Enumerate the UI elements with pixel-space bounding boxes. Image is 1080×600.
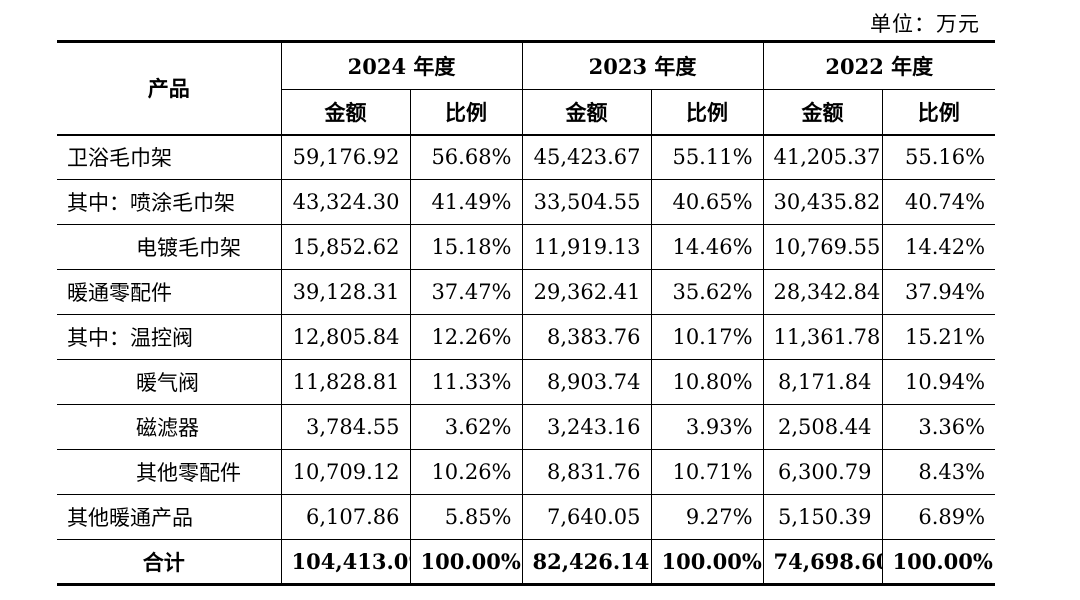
header-row-subcolumns: 金额 比例 金额 比例 金额 比例 — [57, 89, 996, 136]
total-value: 100.00% — [651, 539, 764, 585]
total-value: 100.00% — [882, 539, 996, 585]
cell-value: 41.49% — [410, 179, 523, 225]
cell-value: 3.62% — [410, 404, 523, 450]
total-value: 104,413.09 — [281, 539, 411, 585]
amount-header-2024: 金额 — [281, 89, 411, 136]
cell-value: 7,640.05 — [522, 494, 652, 540]
cell-value: 3,784.55 — [281, 404, 411, 450]
cell-value: 59,176.92 — [281, 134, 411, 180]
cell-value: 43,324.30 — [281, 179, 411, 225]
table-row: 卫浴毛巾架 59,176.92 56.68% 45,423.67 55.11% … — [57, 134, 996, 180]
ratio-header-2022: 比例 — [882, 89, 996, 136]
row-label: 其他零配件 — [57, 449, 282, 495]
cell-value: 9.27% — [651, 494, 764, 540]
cell-value: 12.26% — [410, 314, 523, 360]
cell-value: 33,504.55 — [522, 179, 652, 225]
table-row: 暖通零配件 39,128.31 37.47% 29,362.41 35.62% … — [57, 269, 996, 315]
product-column-header: 产品 — [57, 41, 282, 136]
cell-value: 8,383.76 — [522, 314, 652, 360]
table-row: 其中：喷涂毛巾架 43,324.30 41.49% 33,504.55 40.6… — [57, 179, 996, 225]
amount-header-2023: 金额 — [522, 89, 652, 136]
cell-value: 6,107.86 — [281, 494, 411, 540]
cell-value: 11.33% — [410, 359, 523, 405]
row-label: 其中：喷涂毛巾架 — [57, 179, 282, 225]
cell-value: 8.43% — [882, 449, 996, 495]
cell-value: 39,128.31 — [281, 269, 411, 315]
cell-value: 37.94% — [882, 269, 996, 315]
cell-value: 15,852.62 — [281, 224, 411, 270]
year-header-2024: 2024 年度 — [281, 41, 523, 90]
total-label: 合计 — [57, 539, 282, 585]
total-value: 100.00% — [410, 539, 523, 585]
total-value: 74,698.60 — [763, 539, 883, 585]
cell-value: 14.42% — [882, 224, 996, 270]
cell-value: 15.18% — [410, 224, 523, 270]
cell-value: 41,205.37 — [763, 134, 883, 180]
row-label: 磁滤器 — [57, 404, 282, 450]
table-row: 磁滤器 3,784.55 3.62% 3,243.16 3.93% 2,508.… — [57, 404, 996, 450]
cell-value: 2,508.44 — [763, 404, 883, 450]
table-row: 其他暖通产品 6,107.86 5.85% 7,640.05 9.27% 5,1… — [57, 494, 996, 540]
total-value: 82,426.14 — [522, 539, 652, 585]
year-header-2022: 2022 年度 — [763, 41, 996, 90]
row-label: 暖气阀 — [57, 359, 282, 405]
cell-value: 12,805.84 — [281, 314, 411, 360]
cell-value: 5.85% — [410, 494, 523, 540]
cell-value: 6,300.79 — [763, 449, 883, 495]
cell-value: 45,423.67 — [522, 134, 652, 180]
row-label: 其他暖通产品 — [57, 494, 282, 540]
cell-value: 3,243.16 — [522, 404, 652, 450]
cell-value: 55.11% — [651, 134, 764, 180]
cell-value: 35.62% — [651, 269, 764, 315]
table-row: 暖气阀 11,828.81 11.33% 8,903.74 10.80% 8,1… — [57, 359, 996, 405]
cell-value: 40.74% — [882, 179, 996, 225]
row-label: 电镀毛巾架 — [57, 224, 282, 270]
cell-value: 10,709.12 — [281, 449, 411, 495]
cell-value: 3.36% — [882, 404, 996, 450]
ratio-header-2024: 比例 — [410, 89, 523, 136]
table-row: 其他零配件 10,709.12 10.26% 8,831.76 10.71% 6… — [57, 449, 996, 495]
year-header-2023: 2023 年度 — [522, 41, 764, 90]
header-row-years: 产品 2024 年度 2023 年度 2022 年度 — [57, 41, 996, 136]
cell-value: 40.65% — [651, 179, 764, 225]
cell-value: 10.94% — [882, 359, 996, 405]
cell-value: 3.93% — [651, 404, 764, 450]
row-label: 卫浴毛巾架 — [57, 134, 282, 180]
cell-value: 6.89% — [882, 494, 996, 540]
cell-value: 30,435.82 — [763, 179, 883, 225]
cell-value: 10.80% — [651, 359, 764, 405]
row-label: 暖通零配件 — [57, 269, 282, 315]
ratio-header-2023: 比例 — [651, 89, 764, 136]
cell-value: 10.71% — [651, 449, 764, 495]
cell-value: 8,171.84 — [763, 359, 883, 405]
cell-value: 14.46% — [651, 224, 764, 270]
table-row: 电镀毛巾架 15,852.62 15.18% 11,919.13 14.46% … — [57, 224, 996, 270]
cell-value: 11,361.78 — [763, 314, 883, 360]
cell-value: 11,919.13 — [522, 224, 652, 270]
cell-value: 11,828.81 — [281, 359, 411, 405]
cell-value: 10.17% — [651, 314, 764, 360]
total-row: 合计 104,413.09 100.00% 82,426.14 100.00% … — [57, 539, 996, 585]
cell-value: 10,769.55 — [763, 224, 883, 270]
cell-value: 5,150.39 — [763, 494, 883, 540]
row-label: 其中：温控阀 — [57, 314, 282, 360]
cell-value: 28,342.84 — [763, 269, 883, 315]
cell-value: 8,903.74 — [522, 359, 652, 405]
cell-value: 29,362.41 — [522, 269, 652, 315]
cell-value: 10.26% — [410, 449, 523, 495]
cell-value: 56.68% — [410, 134, 523, 180]
cell-value: 37.47% — [410, 269, 523, 315]
cell-value: 15.21% — [882, 314, 996, 360]
table-row: 其中：温控阀 12,805.84 12.26% 8,383.76 10.17% … — [57, 314, 996, 360]
unit-label: 单位：万元 — [870, 12, 980, 36]
revenue-by-product-table: 产品 2024 年度 2023 年度 2022 年度 金额 比例 金额 比例 金… — [57, 40, 996, 586]
amount-header-2022: 金额 — [763, 89, 883, 136]
cell-value: 8,831.76 — [522, 449, 652, 495]
cell-value: 55.16% — [882, 134, 996, 180]
